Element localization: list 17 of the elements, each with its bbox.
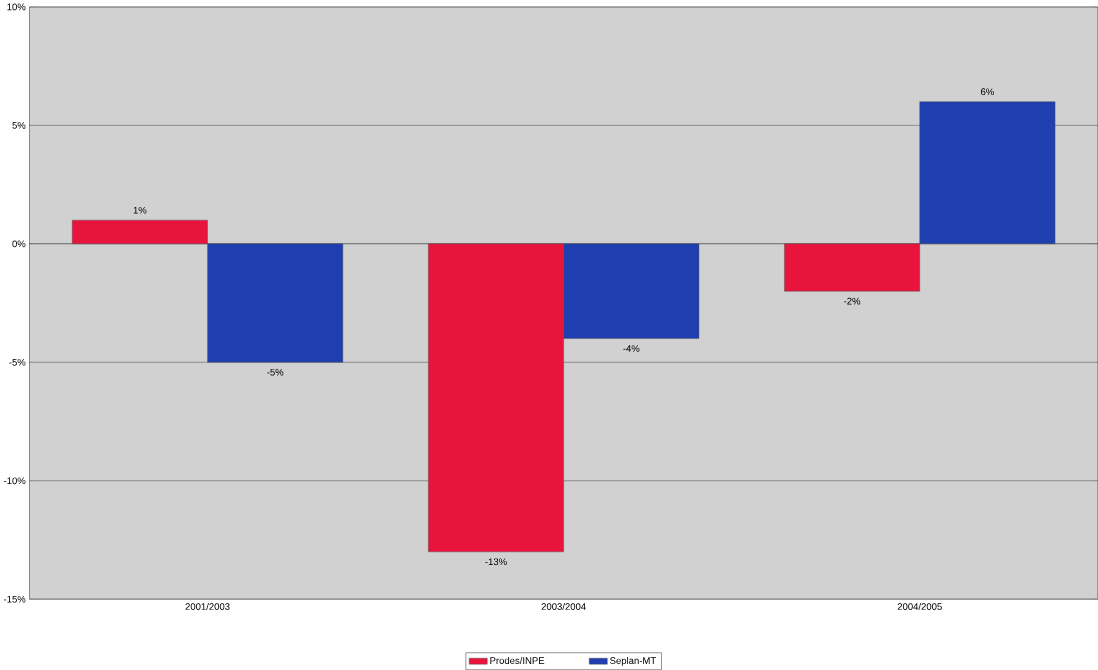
data-label: -4% [623,345,640,352]
y-tick-label: -10% [3,477,26,485]
legend-label: Seplan-MT [610,657,656,666]
data-label: 6% [981,88,994,96]
data-label: 1% [133,206,147,214]
y-tick-label: 5% [12,122,26,129]
y-tick-label: 0% [12,240,26,248]
y-tick-label: -15% [3,595,26,603]
y-tick-label: -5% [9,358,26,366]
data-label: -5% [267,368,284,376]
y-tick-label: 10% [7,3,26,11]
data-label: -13% [485,558,507,566]
legend-label: Prodes/INPE [490,657,545,665]
x-tick-label: 2003/2004 [541,603,586,611]
x-tick-label: 2004/2005 [897,603,942,611]
x-tick-label: 2001/2003 [185,603,230,611]
data-label: -2% [844,297,861,305]
